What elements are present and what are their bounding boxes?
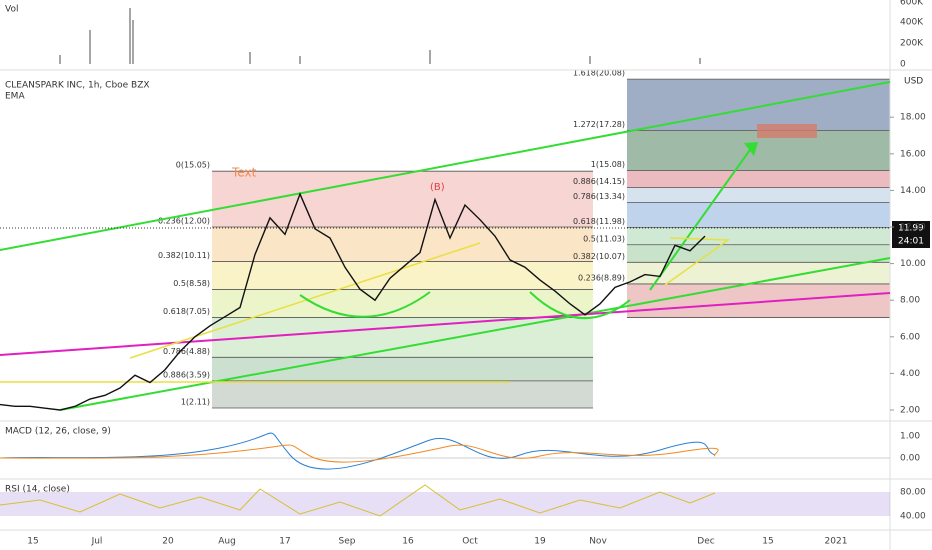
time-tick-label: 15 xyxy=(762,537,773,547)
arrow-head xyxy=(744,142,758,156)
macd-tick-label: 1.00 xyxy=(900,432,920,442)
fib-band xyxy=(627,262,890,284)
volume-tick-label: 400K xyxy=(900,18,924,28)
ema-label: EMA xyxy=(5,92,25,102)
rsi-label: RSI (14, close) xyxy=(5,485,70,495)
volume-tick-label: 0 xyxy=(900,60,906,70)
y-tick-label: 10.00 xyxy=(900,259,926,269)
y-tick-label: 12.00 xyxy=(900,223,926,233)
trend-line xyxy=(129,242,481,359)
y-tick-label: 4.00 xyxy=(900,369,920,379)
target-box xyxy=(757,124,817,138)
time-tick-label: Aug xyxy=(218,537,236,547)
time-tick-label: 19 xyxy=(534,537,546,547)
y-tick-label: 14.00 xyxy=(900,186,926,196)
currency: USD xyxy=(904,77,923,87)
y-tick-label: 8.00 xyxy=(900,296,920,306)
price-plot xyxy=(0,192,706,411)
volume-tick-label: 600K xyxy=(900,0,924,8)
current-price: 11.99 xyxy=(898,224,924,234)
fib-band xyxy=(627,170,890,188)
time-tick-label: Oct xyxy=(462,537,478,547)
time-tick-label: Sep xyxy=(339,537,356,547)
time-tick-label: 15 xyxy=(27,537,38,547)
macd-line xyxy=(0,432,716,470)
fib-band xyxy=(212,261,593,290)
macd-label: MACD (12, 26, close, 9) xyxy=(5,427,111,437)
fib-band xyxy=(212,227,593,262)
signal-line xyxy=(0,444,719,463)
fib-label: 0(15.05) xyxy=(176,161,210,170)
fib-label: 0.382(10.11) xyxy=(158,251,210,260)
fib-label: 0.618(11.98) xyxy=(573,217,625,226)
y-tick-label: 2.00 xyxy=(900,406,920,416)
fib-band xyxy=(627,283,890,318)
fib-band xyxy=(212,357,593,381)
price-line xyxy=(0,192,706,411)
rsi-tick-label: 80.00 xyxy=(900,488,926,498)
y-tick-label: 16.00 xyxy=(900,149,926,159)
time-tick-label: 17 xyxy=(279,537,290,547)
fib-label: 0.618(7.05) xyxy=(163,307,210,316)
vol-label: Vol xyxy=(5,5,18,15)
fib-band xyxy=(212,380,593,408)
fib-band xyxy=(627,227,890,245)
symbol: CLEANSPARK INC, 1h, Cboe BZX xyxy=(5,81,150,91)
fib-label: 0.236(12.00) xyxy=(158,217,210,226)
fib-label: 0.5(8.58) xyxy=(173,279,210,288)
y-tick-label: 18.00 xyxy=(900,113,926,123)
fib-band xyxy=(627,244,890,263)
arc xyxy=(299,291,631,320)
countdown: 24:01 xyxy=(898,237,924,247)
fib-label: 1(2.11) xyxy=(181,397,210,406)
price-tag xyxy=(892,221,930,235)
time-tick-label: Nov xyxy=(589,537,607,547)
axes: 2.00 4.00 6.00 8.00 10.00 12.00 14.00 16.00 18.0… xyxy=(27,0,926,547)
fib-band xyxy=(627,202,890,228)
fib-band xyxy=(212,289,593,318)
rsi-band xyxy=(0,492,890,516)
trend-line xyxy=(59,257,891,411)
macd-tick-label: 0.00 xyxy=(900,454,920,464)
time-tick-label: Jul xyxy=(91,537,103,547)
b-annotation: (B) xyxy=(430,182,445,193)
fib-label: 1.272(17.28) xyxy=(573,120,625,129)
fib-label: 0.786(13.34) xyxy=(573,192,625,201)
fib-label: 0.886(14.15) xyxy=(573,177,625,186)
time-tick-label: Dec xyxy=(697,537,714,547)
countdown-tag xyxy=(892,235,930,248)
y-tick-label: 6.00 xyxy=(900,332,920,342)
fib-band xyxy=(627,79,890,131)
time-tick-label: 16 xyxy=(402,537,414,547)
trend-line xyxy=(0,81,891,251)
volume-bars xyxy=(59,8,701,64)
fib-label: 0.786(4.88) xyxy=(163,347,210,356)
time-tick-label: 2021 xyxy=(825,537,848,547)
time-tick-label: 20 xyxy=(162,537,174,547)
triangle xyxy=(664,237,731,286)
fib-label: 1(15.08) xyxy=(591,160,625,169)
volume-tick-label: 200K xyxy=(900,39,924,49)
fib-band xyxy=(627,187,890,203)
fib-label: 1.618(20.08) xyxy=(573,69,625,78)
rsi-line xyxy=(0,484,716,517)
fib-band xyxy=(212,171,593,227)
fib-label: 0.236(8.89) xyxy=(578,273,625,282)
text-annotation: Text xyxy=(231,166,257,180)
fib-label: 0.5(11.03) xyxy=(583,234,625,243)
fib-label: 0.886(3.59) xyxy=(163,370,210,379)
rsi-tick-label: 40.00 xyxy=(900,512,926,522)
target-arrow xyxy=(649,146,753,291)
fib-label: 0.382(10.07) xyxy=(573,252,625,261)
trend-line xyxy=(0,292,891,356)
